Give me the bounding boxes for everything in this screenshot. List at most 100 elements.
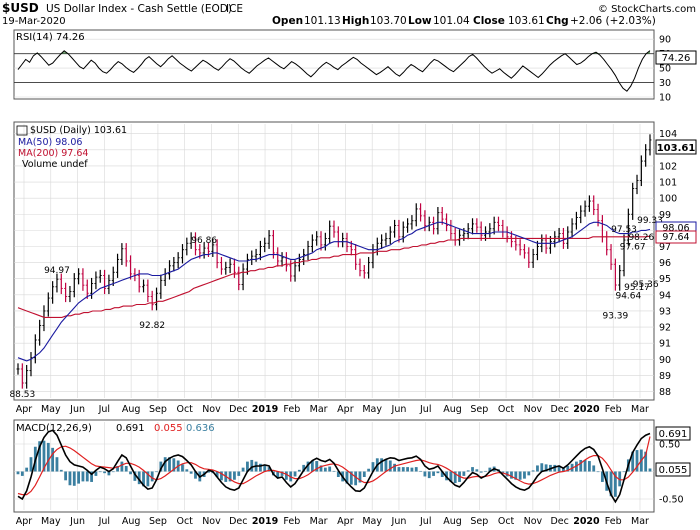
macd-histogram-bar [600, 471, 604, 482]
macd-panel: -0.500.000.50 AprMayJunJulAugSepOctNovDe… [13, 419, 691, 527]
price-x-tick-label: Oct [498, 404, 515, 415]
macd-histogram-bar [241, 467, 245, 472]
macd-histogram-bar [29, 457, 33, 472]
macd-tick-label: 0.50 [659, 440, 680, 451]
macd-histogram-bar [293, 471, 297, 477]
macd-current-value: 0.691 [659, 429, 688, 440]
macd-histogram-bar [72, 471, 76, 486]
close-value: 103.61 [508, 15, 545, 27]
price-x-tick-label: Nov [524, 404, 543, 415]
macd-histogram-bar [129, 471, 132, 475]
macd-x-tick-label: Aug [443, 516, 462, 527]
macd-histogram-bar [488, 467, 492, 472]
macd-histogram-bar [159, 461, 163, 472]
macd-histogram-bar [583, 459, 587, 472]
price-x-tick-label: Aug [122, 404, 141, 415]
macd-histogram-bar [107, 471, 111, 476]
price-x-tick-label: Nov [202, 404, 221, 415]
macd-value-box: 0.691 [655, 426, 691, 441]
price-tick-label: 91 [659, 339, 671, 350]
macd-histogram-bar [267, 467, 271, 472]
macd-histogram-bar [349, 471, 353, 485]
macd-histogram-bar [263, 464, 267, 472]
rsi-tick-label: 90 [659, 35, 671, 46]
macd-histogram-bar [103, 471, 106, 474]
price-tick-label: 102 [659, 161, 677, 172]
price-tick-label: 88 [659, 387, 671, 398]
macd-histogram-bar [613, 471, 617, 497]
price-tick-label: 101 [659, 178, 677, 189]
macd-histogram-bar [315, 461, 319, 472]
macd-histogram-bar [622, 471, 626, 473]
macd-histogram-bar [345, 471, 349, 484]
rsi-legend: RSI(14) 74.26 [16, 32, 85, 43]
macd-histogram-bar [323, 467, 327, 472]
macd-histogram-bar [475, 469, 479, 472]
price-annotation: 94.97 [44, 266, 70, 276]
macd-x-tick-label: Sep [470, 516, 488, 527]
macd-histogram-bar [557, 465, 561, 472]
macd-histogram-bar [46, 442, 50, 472]
macd-histogram-bar [168, 457, 171, 472]
macd-histogram-bar [189, 471, 193, 474]
macd-x-tick-label: Dec [550, 516, 568, 527]
instrument-name: US Dollar Index - Cash Settle (EOD) [46, 3, 232, 15]
macd-x-tick-label: Nov [202, 516, 221, 527]
macd-x-tick-label: May [41, 516, 61, 527]
macd-histogram-bar [116, 466, 119, 472]
macd-histogram-bar [310, 460, 314, 472]
signal-value-box: 0.055 [655, 462, 691, 477]
macd-x-tick-label: Oct [498, 516, 515, 527]
price-x-tick-label: Mar [310, 404, 328, 415]
macd-legend: MACD(12,26,9) 0.691 0.055 0.636 [16, 423, 215, 434]
bar-legend-icon [16, 125, 28, 136]
macd-histogram-bar [406, 467, 409, 472]
ma200-line [17, 235, 651, 318]
macd-histogram-bar [85, 471, 89, 482]
macd-histogram-bar [137, 471, 141, 485]
rsi-line [17, 50, 651, 92]
macd-x-tick-label: Apr [337, 516, 354, 527]
macd-x-tick-label: Dec [229, 516, 247, 527]
price-tick-label: 99 [659, 210, 671, 221]
macd-x-tick-label: 2020 [573, 516, 600, 527]
macd-histogram-bar [20, 471, 24, 476]
price-x-tick-label: Sep [470, 404, 488, 415]
price-x-tick-label: Apr [337, 404, 354, 415]
volume-legend: Volume undef [22, 159, 88, 170]
macd-histogram-bar [384, 459, 388, 472]
macd-histogram-bar [297, 469, 301, 472]
price-x-tick-label: Dec [550, 404, 568, 415]
macd-histogram-bar [419, 470, 422, 472]
macd-histogram-bar [453, 471, 457, 484]
macd-histogram-bar [371, 462, 375, 472]
macd-histogram-bar [246, 461, 249, 472]
macd-histogram-bar [462, 471, 466, 476]
macd-histogram-bar [215, 471, 219, 477]
macd-histogram-bar [250, 459, 254, 472]
macd-x-tick-label: Aug [122, 516, 141, 527]
price-tick-label: 95 [659, 274, 671, 285]
price-current-box: 103.61 [655, 139, 697, 155]
price-tick-label: 93 [659, 306, 671, 317]
macd-histogram-bar [55, 457, 59, 472]
price-x-tick-label: May [41, 404, 61, 415]
price-annotation: 97.53 [611, 225, 637, 235]
macd-histogram-bar [536, 465, 539, 472]
macd-histogram-bar [336, 471, 340, 477]
macd-x-tick-label: Jun [69, 516, 85, 527]
macd-histogram-bar [579, 459, 583, 472]
price-annotation: 93.39 [602, 312, 628, 322]
price-tick-label: 90 [659, 355, 671, 366]
rsi-tick-label: 10 [659, 93, 671, 104]
macd-histogram-bar [527, 471, 531, 476]
macd-histogram-bar [432, 471, 435, 476]
macd-legend-prefix: MACD(12,26,9) [16, 423, 92, 434]
macd-histogram-bar [81, 471, 85, 482]
price-x-tick-label: 2019 [252, 404, 278, 415]
signal-current-value: 0.055 [659, 465, 688, 476]
ma200-legend: MA(200) 97.64 [18, 148, 88, 159]
macd-histogram-bar [280, 471, 284, 476]
macd-histogram-bar [276, 471, 280, 479]
macd-histogram-bar [42, 440, 46, 472]
